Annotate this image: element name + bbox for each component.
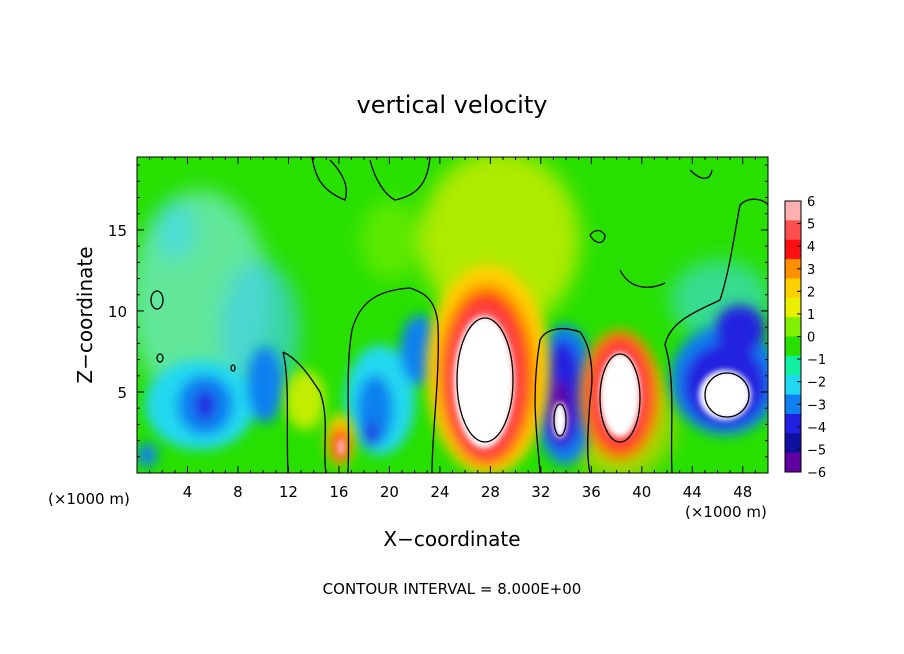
colorbar-label: 4 bbox=[807, 240, 815, 255]
x-axis-label: X−coordinate bbox=[383, 527, 520, 551]
colorbar-label: 0 bbox=[807, 331, 815, 346]
y-tick-label: 10 bbox=[108, 303, 127, 321]
x-tick-label: 44 bbox=[683, 483, 702, 501]
colorbar-swatch bbox=[785, 394, 801, 415]
x-tick-label: 40 bbox=[632, 483, 651, 501]
downdraft-cores bbox=[553, 370, 751, 438]
colorbar-swatch bbox=[785, 355, 801, 376]
colorbar-swatch bbox=[785, 452, 801, 473]
colorbar-label: −5 bbox=[807, 443, 826, 458]
x-tick-label: 28 bbox=[481, 483, 500, 501]
x-axis-ticks: 4 8 12 16 20 24 28 32 36 40 44 48 bbox=[149, 157, 756, 501]
colorbar-label: 2 bbox=[807, 285, 815, 300]
colorbar-label: −4 bbox=[807, 421, 826, 436]
x-tick-label: 20 bbox=[380, 483, 399, 501]
y-axis-label: Z−coordinate bbox=[73, 246, 97, 383]
chart-title: vertical velocity bbox=[357, 91, 548, 119]
colorbar-swatch bbox=[785, 201, 801, 221]
x-tick-label: 8 bbox=[233, 483, 243, 501]
colorbar-swatch bbox=[785, 375, 801, 396]
colorbar-swatch bbox=[785, 239, 801, 260]
colorbar-label: −6 bbox=[807, 466, 826, 481]
colorbar-swatch bbox=[785, 297, 801, 318]
colorbar-label: 6 bbox=[807, 195, 815, 210]
x-unit-right: (×1000 m) bbox=[685, 503, 767, 521]
colorbar-label: 1 bbox=[807, 308, 815, 323]
colorbar-swatch bbox=[785, 336, 801, 357]
updraft-cores bbox=[337, 316, 640, 456]
colorbar-swatch bbox=[785, 433, 801, 454]
y-tick-label: 5 bbox=[117, 384, 127, 402]
x-tick-label: 16 bbox=[329, 483, 348, 501]
colorbar-label: −3 bbox=[807, 398, 826, 413]
colorbar-label: −1 bbox=[807, 353, 826, 368]
x-tick-label: 12 bbox=[279, 483, 298, 501]
contour-lines bbox=[150, 157, 768, 473]
colorbar-label: −2 bbox=[807, 376, 826, 391]
x-tick-label: 32 bbox=[531, 483, 550, 501]
colorbar-swatch bbox=[785, 220, 801, 241]
colorbar-swatch bbox=[785, 317, 801, 337]
y-axis-ticks: 5 10 15 bbox=[108, 164, 768, 458]
colorbar-swatch bbox=[785, 413, 801, 434]
x-tick-label: 36 bbox=[582, 483, 601, 501]
colorbar-label: 3 bbox=[807, 263, 815, 278]
colorbar-swatch bbox=[785, 278, 801, 299]
x-tick-label: 48 bbox=[733, 483, 752, 501]
colorbar-label: 5 bbox=[807, 218, 815, 233]
x-tick-label: 24 bbox=[430, 483, 449, 501]
y-tick-label: 15 bbox=[108, 222, 127, 240]
colorbar-swatch bbox=[785, 259, 801, 279]
heatmap-field bbox=[137, 157, 768, 473]
x-unit-left: (×1000 m) bbox=[48, 490, 130, 508]
footer-contour-interval: CONTOUR INTERVAL = 8.000E+00 bbox=[323, 580, 582, 598]
x-tick-label: 4 bbox=[183, 483, 193, 501]
colorbar: 6 5 4 3 2 1 0 −1 −2 −3 −4 −5 −6 bbox=[784, 195, 826, 481]
